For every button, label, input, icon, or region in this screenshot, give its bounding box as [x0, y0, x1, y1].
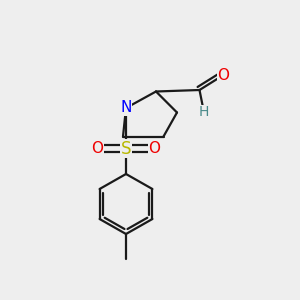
- Text: O: O: [218, 68, 230, 82]
- Text: S: S: [121, 140, 131, 158]
- Text: O: O: [92, 141, 104, 156]
- Text: H: H: [199, 106, 209, 119]
- Text: N: N: [120, 100, 132, 116]
- Text: O: O: [148, 141, 160, 156]
